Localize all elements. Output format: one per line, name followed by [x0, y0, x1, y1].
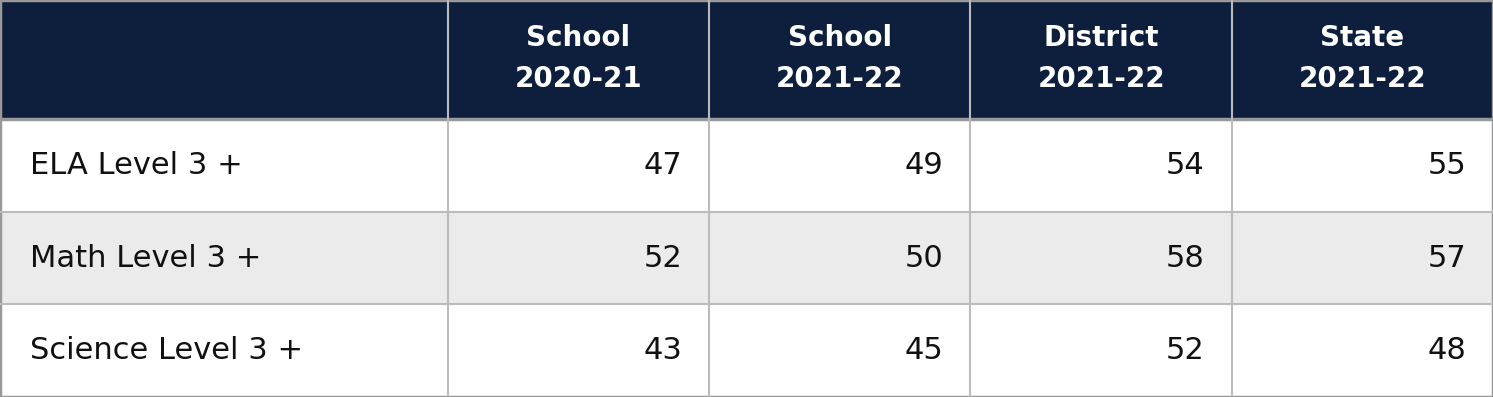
Text: 58: 58: [1166, 243, 1205, 273]
Bar: [0, 304, 448, 397]
Bar: [448, 119, 709, 212]
Bar: [0, 212, 448, 304]
Text: School: School: [527, 24, 630, 52]
Bar: [709, 212, 970, 304]
Text: Math Level 3 +: Math Level 3 +: [30, 243, 261, 273]
Bar: [1232, 0, 1493, 119]
Text: ELA Level 3 +: ELA Level 3 +: [30, 151, 242, 180]
Bar: [0, 0, 448, 119]
Text: State: State: [1320, 24, 1405, 52]
Text: 52: 52: [1166, 336, 1205, 365]
Text: 2021-22: 2021-22: [1299, 66, 1426, 93]
Bar: [448, 304, 709, 397]
Text: 57: 57: [1427, 243, 1466, 273]
Bar: [1232, 304, 1493, 397]
Text: 49: 49: [905, 151, 944, 180]
Text: 2021-22: 2021-22: [776, 66, 903, 93]
Bar: [709, 0, 970, 119]
Bar: [0, 119, 448, 212]
Bar: [970, 0, 1232, 119]
Bar: [709, 119, 970, 212]
Text: School: School: [788, 24, 891, 52]
Text: 45: 45: [905, 336, 944, 365]
Text: 2021-22: 2021-22: [1038, 66, 1165, 93]
Bar: [448, 0, 709, 119]
Text: 52: 52: [643, 243, 682, 273]
Text: 2020-21: 2020-21: [515, 66, 642, 93]
Text: District: District: [1044, 24, 1159, 52]
Bar: [970, 212, 1232, 304]
Text: Science Level 3 +: Science Level 3 +: [30, 336, 303, 365]
Text: 47: 47: [643, 151, 682, 180]
Bar: [970, 304, 1232, 397]
Text: 55: 55: [1427, 151, 1466, 180]
Bar: [1232, 212, 1493, 304]
Text: 43: 43: [643, 336, 682, 365]
Bar: [448, 212, 709, 304]
Text: 48: 48: [1427, 336, 1466, 365]
Text: 54: 54: [1166, 151, 1205, 180]
Bar: [970, 119, 1232, 212]
Bar: [709, 304, 970, 397]
Text: 50: 50: [905, 243, 944, 273]
Bar: [1232, 119, 1493, 212]
